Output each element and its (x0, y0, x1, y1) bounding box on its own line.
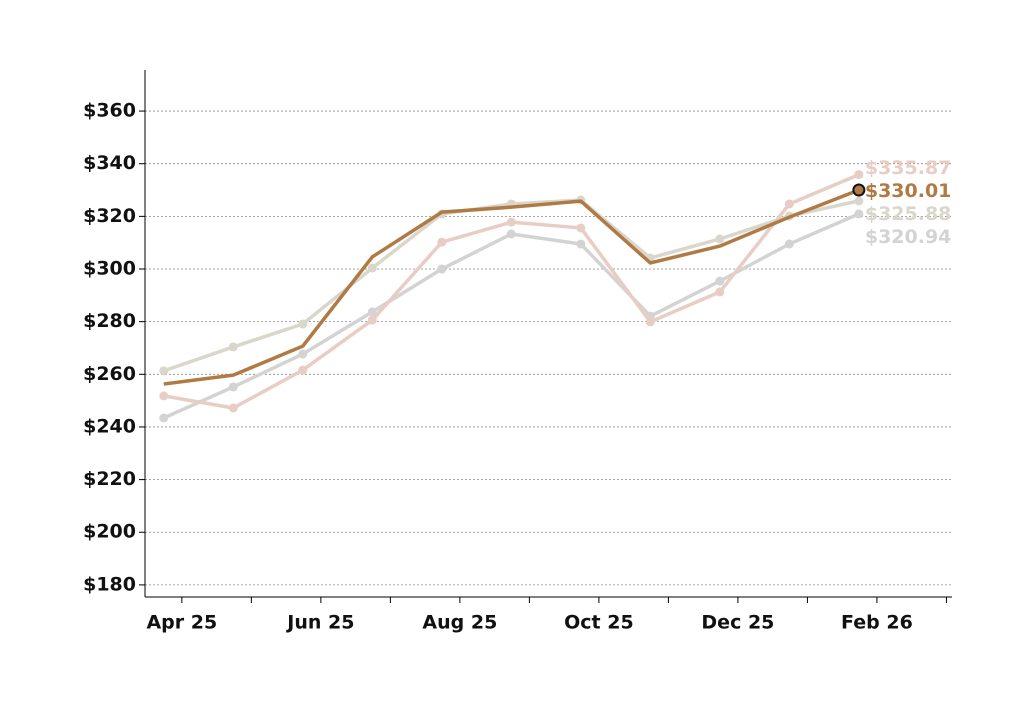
y-tick-label: $180 (83, 573, 136, 595)
point (645, 317, 655, 327)
y-tick-label: $240 (83, 415, 136, 437)
point (298, 349, 308, 359)
point (506, 229, 516, 239)
point (506, 217, 516, 227)
point (437, 264, 447, 274)
x-tick-label: Dec 25 (701, 612, 774, 634)
y-tick-label: $280 (83, 310, 136, 332)
point (298, 365, 308, 375)
point (715, 276, 725, 286)
point (298, 319, 308, 329)
series-line (163, 172, 860, 410)
y-tick-label: $200 (83, 521, 136, 543)
point (715, 234, 725, 244)
series-line (163, 188, 860, 386)
point (437, 237, 447, 247)
point (854, 196, 864, 206)
point (784, 239, 794, 249)
value-label: $335.87 (865, 157, 952, 179)
x-tick-label: Feb 26 (841, 612, 913, 634)
point (159, 413, 169, 423)
point (367, 307, 377, 317)
point (852, 183, 866, 197)
point (228, 382, 238, 392)
point (576, 239, 586, 249)
point (367, 263, 377, 273)
point (159, 366, 169, 376)
point (715, 287, 725, 297)
y-tick-label: $260 (83, 363, 136, 385)
point (228, 342, 238, 352)
point (576, 223, 586, 233)
x-tick-label: Jun 25 (285, 612, 354, 634)
y-tick-label: $320 (83, 205, 136, 227)
point (159, 391, 169, 401)
x-tick-label: Aug 25 (422, 612, 497, 634)
y-tick-label: $220 (83, 468, 136, 490)
x-tick-label: Oct 25 (564, 612, 634, 634)
value-label: $330.01 (865, 180, 952, 202)
y-tick-label: $340 (83, 152, 136, 174)
point (367, 315, 377, 325)
point (854, 209, 864, 219)
y-tick-label: $300 (83, 258, 136, 280)
point (228, 403, 238, 413)
y-tick-label: $360 (83, 100, 136, 122)
value-label: $320.94 (865, 226, 952, 248)
x-tick-label: Apr 25 (146, 612, 217, 634)
point (784, 199, 794, 209)
point (854, 170, 864, 180)
value-label: $325.88 (865, 203, 952, 225)
